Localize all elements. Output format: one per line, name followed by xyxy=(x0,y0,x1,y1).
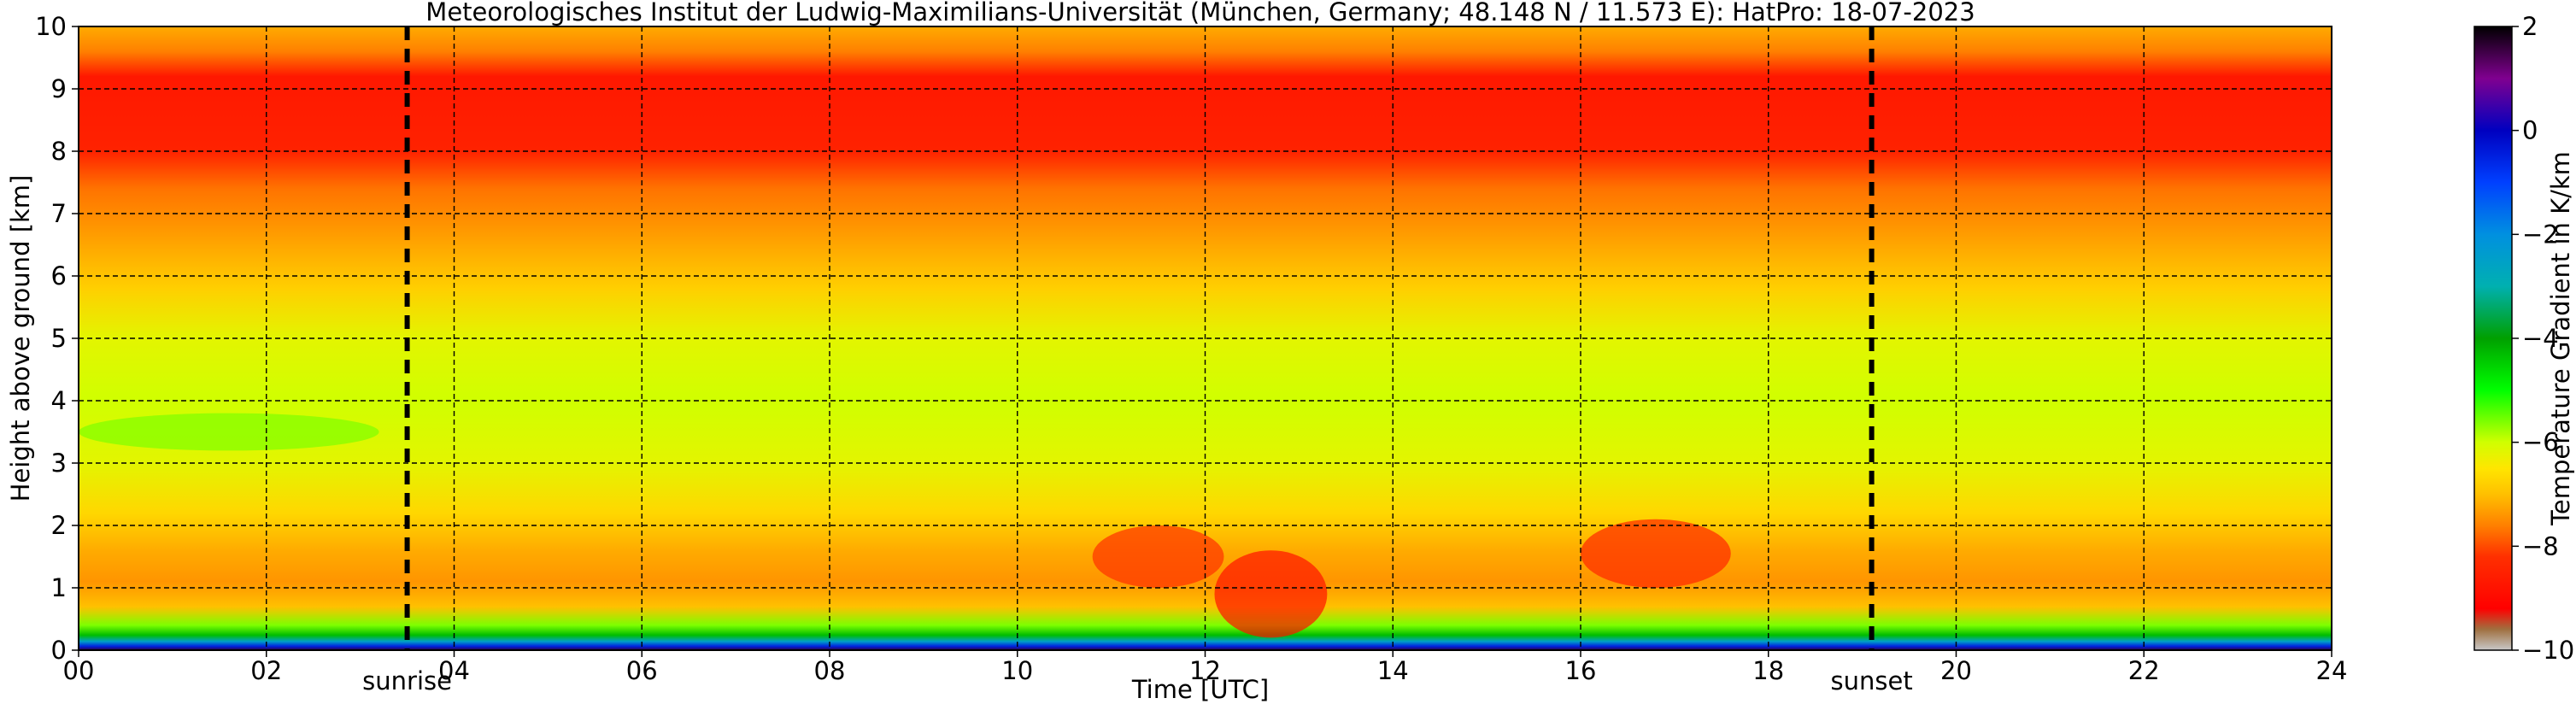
x-tick-label: 20 xyxy=(1940,656,1972,685)
x-tick-label: 16 xyxy=(1565,656,1597,685)
colorbar-tick-label: −10 xyxy=(2522,636,2574,665)
colorbar-tick-label: −8 xyxy=(2522,531,2559,560)
y-tick-label: 1 xyxy=(51,573,67,602)
colorbar: 2 0 −2 −4 −6 −8 −10 Temperature Gradient in K/… xyxy=(2473,12,2575,665)
y-tick-label: 0 xyxy=(51,636,67,665)
y-tick-label: 8 xyxy=(51,137,67,166)
chart-title: Meteorologisches Institut der Ludwig-Max… xyxy=(425,0,1975,26)
x-tick-label: 08 xyxy=(814,656,846,685)
y-axis-ticks: 0 1 2 3 4 5 6 7 8 9 10 xyxy=(35,12,79,665)
colorbar-label: Temperature Gradient in K/km xyxy=(2546,151,2575,526)
heatmap-feature xyxy=(1214,550,1328,638)
colorbar-tick-label: 0 xyxy=(2522,116,2538,145)
x-tick-label: 02 xyxy=(250,656,282,685)
colorbar-tick-label: −4 xyxy=(2522,324,2559,353)
y-tick-label: 9 xyxy=(51,74,67,103)
sun-markers xyxy=(404,26,1875,650)
colorbar-tick-label: −2 xyxy=(2522,220,2559,249)
colorbar-tick-label: −6 xyxy=(2522,428,2559,457)
x-tick-label: 00 xyxy=(63,656,95,685)
colorbar-ticks: 2 0 −2 −4 −6 −8 −10 xyxy=(2512,12,2574,665)
x-tick-label: 24 xyxy=(2316,656,2348,685)
colorbar-tick-label: 2 xyxy=(2522,12,2538,41)
sun-marker-labels: sunrise sunset xyxy=(362,666,1913,695)
plot-area xyxy=(79,26,2332,650)
x-axis-label: Time [UTC] xyxy=(1131,675,1269,704)
y-tick-label: 6 xyxy=(51,261,67,290)
y-tick-label: 3 xyxy=(51,449,67,478)
x-tick-label: 04 xyxy=(438,656,470,685)
y-tick-label: 4 xyxy=(51,386,67,415)
x-axis-ticks: 00 02 04 06 08 10 12 14 16 18 20 22 24 xyxy=(63,650,2348,685)
sun-marker-label: sunrise xyxy=(362,666,452,695)
y-axis-label: Height above ground [km] xyxy=(6,175,35,502)
x-tick-label: 12 xyxy=(1189,656,1221,685)
heatmap-features xyxy=(79,413,1731,638)
y-tick-label: 7 xyxy=(51,199,67,228)
heatmap-feature xyxy=(79,413,379,451)
heatmap-feature xyxy=(1581,519,1731,588)
grid-lines xyxy=(79,26,2332,650)
x-tick-label: 22 xyxy=(2128,656,2160,685)
x-tick-label: 06 xyxy=(626,656,658,685)
x-tick-label: 18 xyxy=(1752,656,1784,685)
sun-marker-label: sunset xyxy=(1831,666,1913,695)
colorbar-fill xyxy=(2474,26,2512,650)
y-tick-label: 5 xyxy=(51,324,67,353)
x-tick-label: 10 xyxy=(1001,656,1033,685)
y-tick-label: 10 xyxy=(35,12,67,41)
heatmap-feature xyxy=(1092,525,1224,588)
y-tick-label: 2 xyxy=(51,511,67,540)
x-tick-label: 14 xyxy=(1377,656,1409,685)
